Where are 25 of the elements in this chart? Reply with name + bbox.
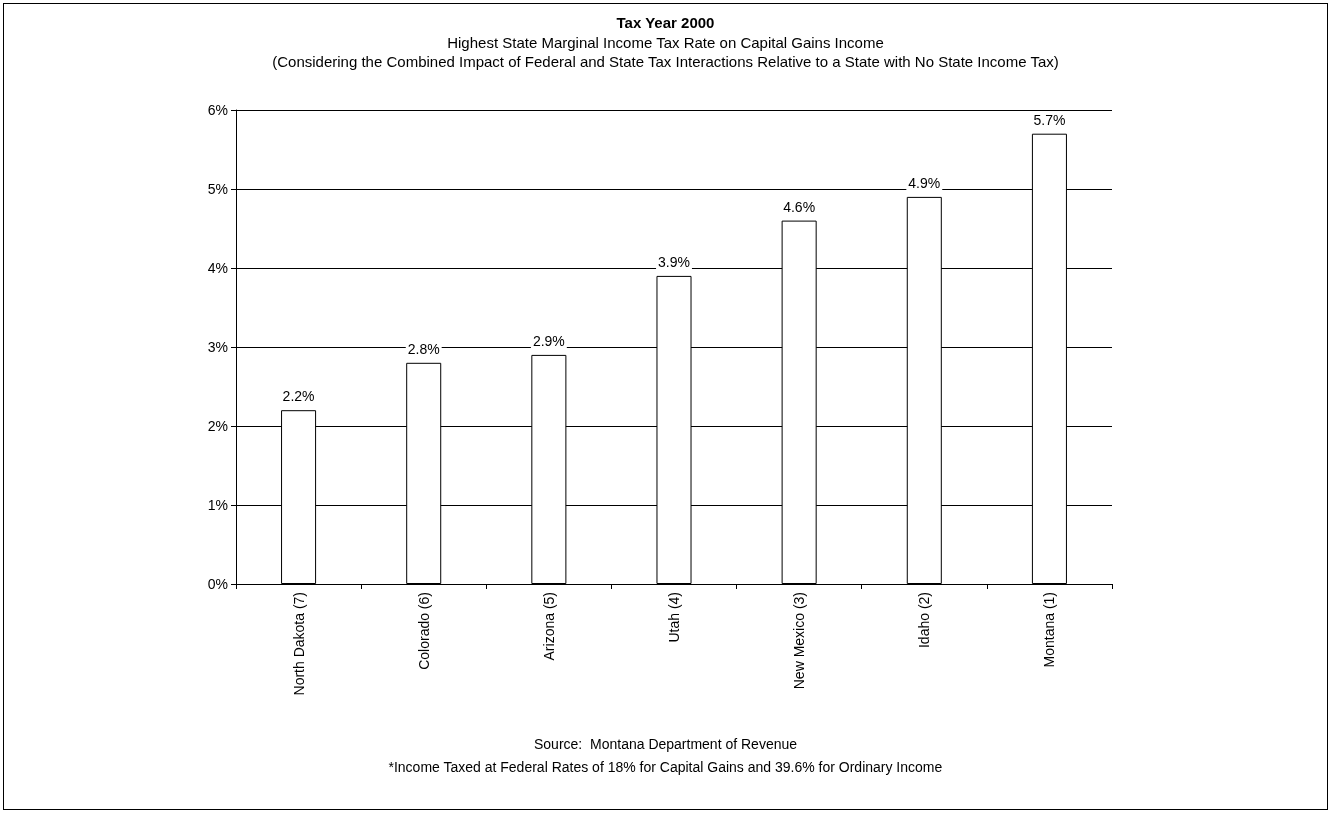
x-tick-label: New Mexico (3) xyxy=(791,592,808,690)
x-tick-label: Utah (4) xyxy=(666,592,682,643)
chart-subtitle: Highest State Marginal Income Tax Rate on Capital Gains Income (Considering the Combined Impact of Federal and State Tax Interactions Relative to a State with No State Income Tax) xyxy=(272,34,1059,70)
y-tick-label: 3% xyxy=(207,339,228,355)
y-tick-label: 2% xyxy=(207,418,228,434)
y-tick-label: 6% xyxy=(207,102,228,118)
data-label: 2.9% xyxy=(532,332,565,349)
text: *Income Taxed at Federal Rates of 18% for Capital Gains and 39.6% for Ordinary Income xyxy=(388,759,943,775)
y-tick-label: 5% xyxy=(207,181,228,197)
data-label: 3.9% xyxy=(658,253,690,270)
y-tick-label: 0% xyxy=(207,576,228,592)
data-label: 2.2% xyxy=(282,388,315,405)
data-label: 5.7% xyxy=(1033,111,1066,128)
x-tick-label: Arizona (5) xyxy=(540,592,557,661)
chart-title: Tax Year 2000 xyxy=(616,14,715,31)
y-tick-label: 4% xyxy=(207,260,228,276)
x-tick-label: North Dakota (7) xyxy=(290,592,307,696)
x-tick-label: Colorado (6) xyxy=(415,592,432,670)
source-note: Source: Montana Department of Revenue xyxy=(533,736,798,752)
data-label: 2.8% xyxy=(407,340,440,357)
x-tick-label: Montana (1) xyxy=(1041,592,1058,668)
x-tick-label: Idaho (2) xyxy=(916,592,933,649)
y-tick-label: 1% xyxy=(207,497,228,513)
data-label: 4.9% xyxy=(908,174,941,191)
data-label: 4.6% xyxy=(783,198,816,215)
